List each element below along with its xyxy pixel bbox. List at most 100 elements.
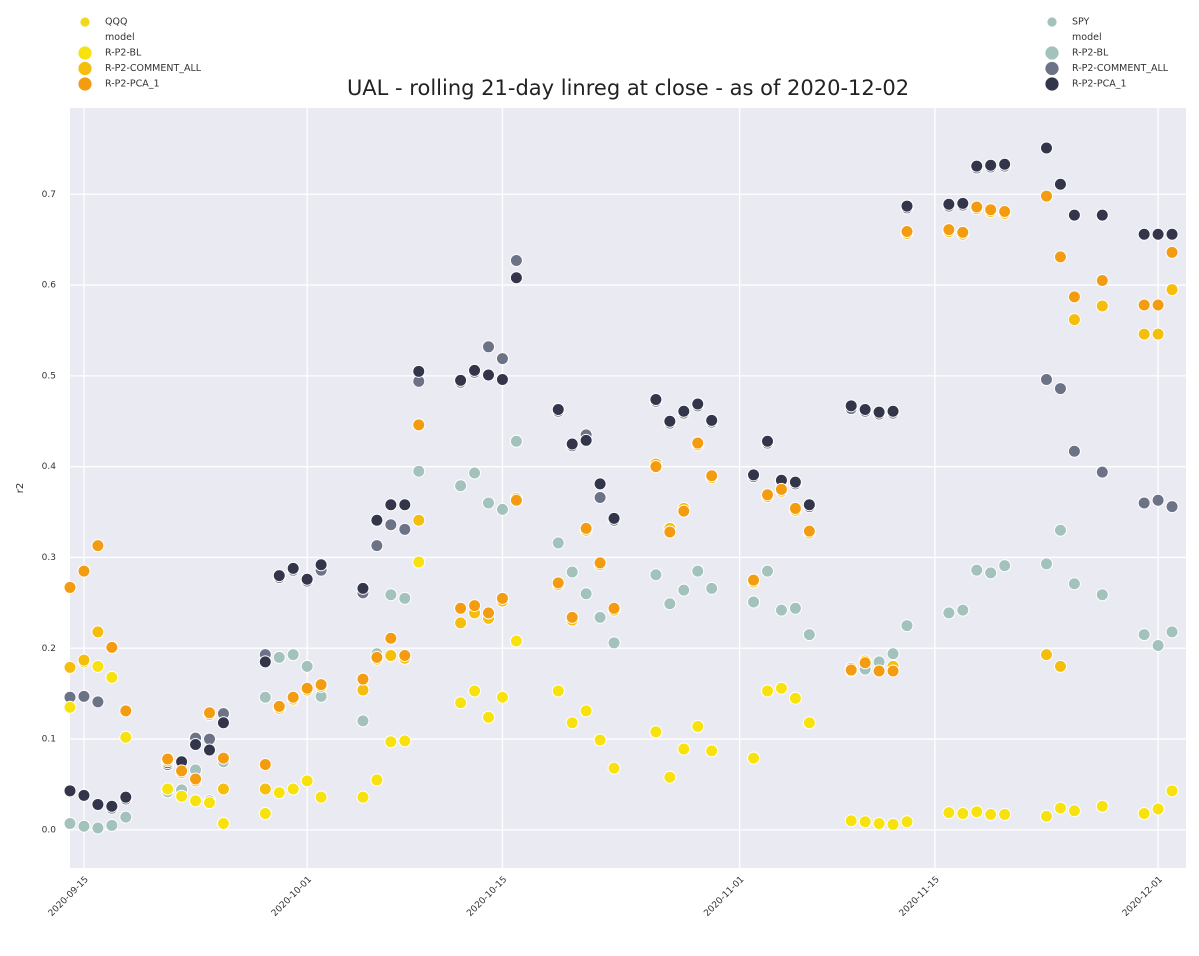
point: [551, 576, 565, 590]
point: [1067, 804, 1081, 818]
point: [677, 504, 691, 518]
point: [412, 513, 426, 527]
legend-label: R-P2-PCA_1: [105, 79, 160, 90]
point: [509, 271, 523, 285]
point: [1137, 298, 1151, 312]
point: [272, 699, 286, 713]
point: [495, 502, 509, 516]
point: [119, 810, 133, 824]
point: [314, 678, 328, 692]
point: [468, 363, 482, 377]
point: [607, 601, 621, 615]
point: [175, 789, 189, 803]
point: [705, 581, 719, 595]
point: [384, 588, 398, 602]
point: [844, 399, 858, 413]
point: [454, 696, 468, 710]
point: [1165, 625, 1179, 639]
point: [91, 625, 105, 639]
point: [77, 788, 91, 802]
point: [579, 587, 593, 601]
point: [1095, 588, 1109, 602]
point: [663, 597, 677, 611]
point: [1053, 801, 1067, 815]
point: [942, 197, 956, 211]
point: [649, 392, 663, 406]
point: [1137, 496, 1151, 510]
point: [105, 640, 119, 654]
point: [203, 706, 216, 720]
point: [286, 561, 300, 575]
point: [844, 814, 858, 828]
point: [649, 725, 663, 739]
point: [551, 536, 565, 550]
point: [998, 157, 1012, 171]
point: [286, 690, 300, 704]
point: [942, 806, 956, 820]
point: [495, 352, 509, 366]
point: [607, 636, 621, 650]
point: [258, 807, 272, 821]
point: [356, 581, 370, 595]
point: [802, 628, 816, 642]
point: [1095, 799, 1109, 813]
point: [802, 716, 816, 730]
point: [886, 664, 900, 678]
point: [593, 610, 607, 624]
legend-label: R-P2-COMMENT_ALL: [105, 63, 202, 74]
point: [1165, 500, 1179, 514]
point: [565, 565, 579, 579]
point: [984, 203, 998, 217]
point: [942, 223, 956, 237]
point: [942, 606, 956, 620]
point: [216, 817, 230, 831]
point: [747, 573, 761, 587]
y-tick-label: 0.5: [42, 371, 56, 381]
point: [300, 774, 314, 788]
point: [872, 817, 886, 831]
point: [1165, 784, 1179, 798]
legend-marker: [1046, 16, 1058, 28]
point: [984, 158, 998, 172]
point: [774, 482, 788, 496]
point: [91, 821, 105, 835]
point: [495, 372, 509, 386]
point: [91, 539, 105, 553]
legend-label: R-P2-COMMENT_ALL: [1072, 63, 1169, 74]
x-tick-label: 2020-10-15: [465, 875, 509, 919]
point: [705, 413, 719, 427]
x-tick-label: 2020-11-15: [898, 875, 942, 919]
point: [1040, 557, 1053, 571]
point: [984, 807, 998, 821]
point: [1165, 283, 1179, 297]
point: [998, 559, 1012, 573]
point: [384, 735, 398, 749]
legend-label: R-P2-BL: [105, 48, 142, 59]
y-tick-label: 0.4: [42, 462, 57, 472]
y-tick-label: 0.1: [42, 735, 56, 745]
legend-marker: [77, 76, 93, 92]
point: [1053, 382, 1067, 396]
point: [1067, 208, 1081, 222]
point: [677, 583, 691, 597]
y-tick-label: 0.7: [42, 190, 56, 200]
point: [63, 580, 77, 594]
point: [314, 558, 328, 572]
point: [1040, 809, 1053, 823]
point: [774, 603, 788, 617]
point: [761, 684, 774, 698]
point: [593, 491, 607, 505]
x-tick-label: 2020-10-01: [270, 875, 314, 919]
point: [663, 525, 677, 539]
x-tick-label: 2020-09-15: [47, 875, 91, 919]
point: [1053, 177, 1067, 191]
point: [468, 684, 482, 698]
point: [705, 469, 719, 483]
point: [216, 716, 230, 730]
point: [593, 477, 607, 491]
point: [356, 714, 370, 728]
point: [370, 539, 384, 553]
y-tick-label: 0.2: [42, 644, 56, 654]
point: [970, 805, 984, 819]
legend-label: R-P2-BL: [1072, 48, 1109, 59]
